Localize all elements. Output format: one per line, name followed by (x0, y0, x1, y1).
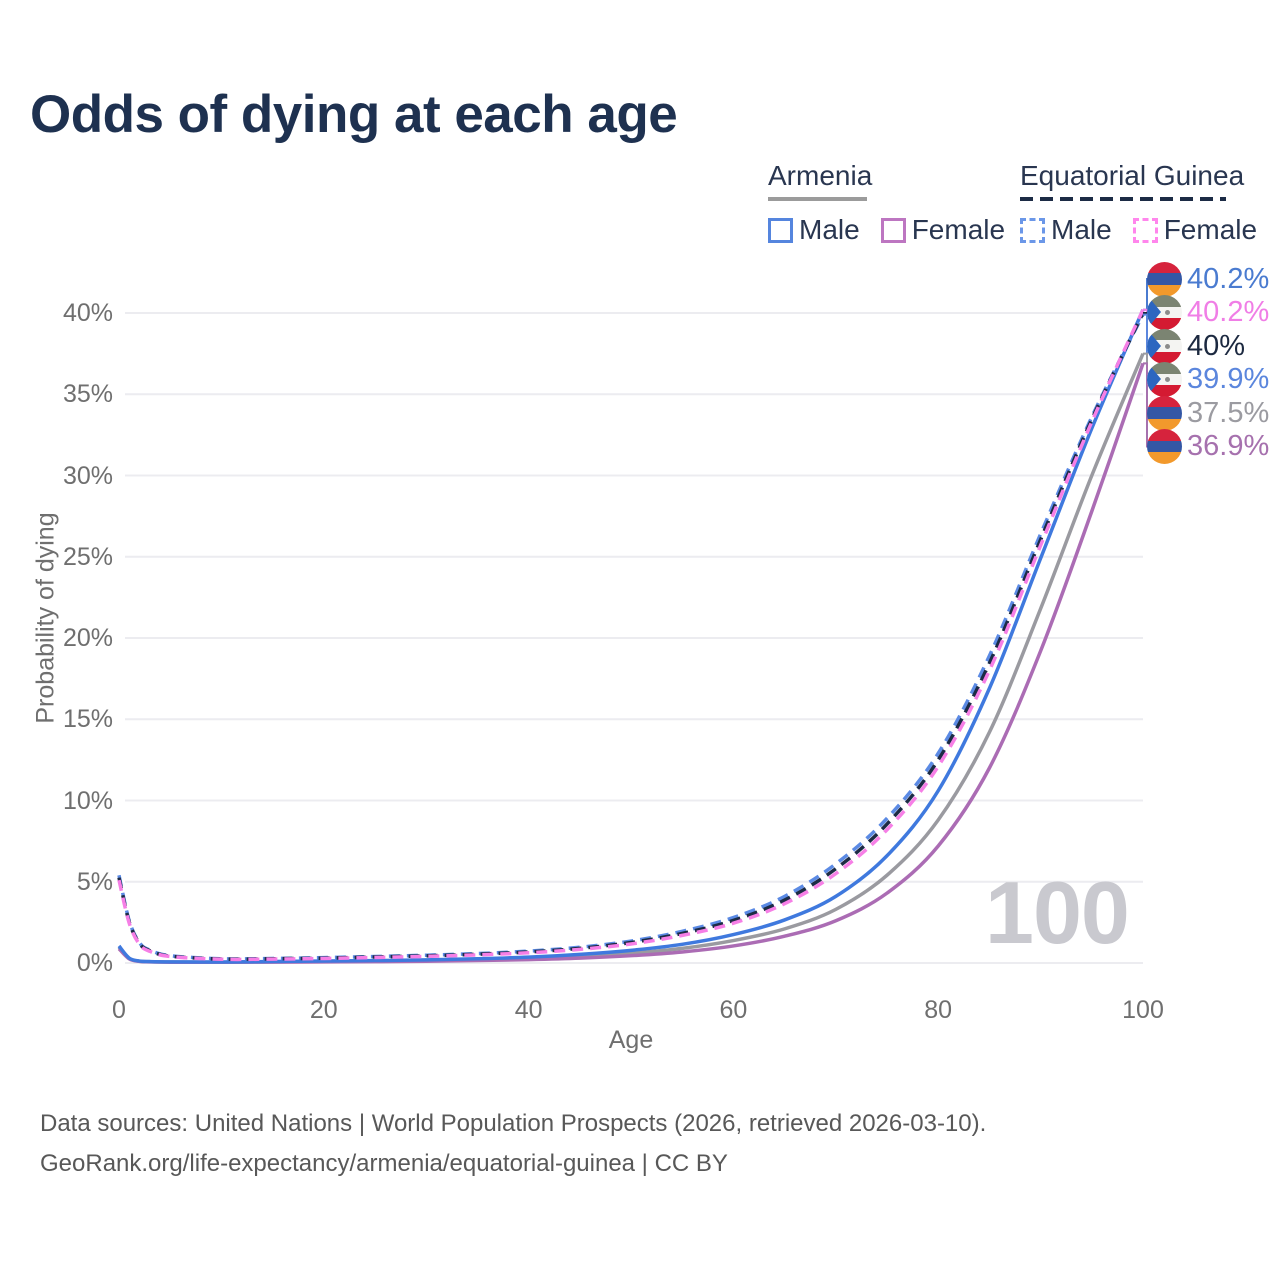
y-tick-label: 30% (62, 461, 113, 490)
y-tick-label: 0% (76, 949, 113, 977)
end-label-row-equatorial-guinea-male: 39.9% (1147, 362, 1269, 398)
flag-icon-equatorial-guinea (1147, 295, 1182, 330)
legend-label-armenia-female[interactable]: Female (911, 214, 1006, 245)
end-label-row-equatorial-guinea-female: 40.2% (1147, 295, 1269, 331)
x-tick-label: 100 (1122, 996, 1164, 1024)
legend-group-equatorial-guinea: Equatorial Guinea Male Female (1020, 160, 1257, 246)
legend-swatch-armenia-male[interactable] (768, 217, 793, 243)
end-label-row-armenia-male: 40.2% (1147, 261, 1269, 297)
y-tick-label: 40% (62, 299, 113, 327)
attribution-line: GeoRank.org/life-expectancy/armenia/equa… (40, 1150, 728, 1177)
x-tick-label: 40 (514, 996, 543, 1024)
y-tick-label: 35% (62, 380, 113, 409)
end-label-value: 37.5% (1187, 396, 1270, 429)
legend-header-armenia[interactable]: Armenia (768, 160, 873, 191)
end-label-value: 36.9% (1187, 430, 1270, 462)
x-tick-label: 60 (719, 996, 748, 1024)
data-sources-line: Data sources: United Nations | World Pop… (40, 1110, 987, 1137)
y-tick-label: 10% (62, 786, 113, 815)
y-tick-label: 15% (62, 705, 113, 734)
legend-underline-equatorial-guinea-dashed (1020, 197, 1226, 201)
y-axis-title: Probability of dying (31, 512, 60, 724)
end-label-row-equatorial-guinea-both-sexes: 40% (1147, 328, 1245, 364)
legend-swatch-armenia-female[interactable] (880, 217, 906, 243)
end-label-value: 40.2% (1187, 296, 1270, 328)
end-label-row-armenia-female: 36.9% (1147, 429, 1269, 465)
legend-underline-armenia-solid (768, 197, 867, 201)
legend-label-armenia-male[interactable]: Male (799, 214, 860, 245)
legend-swatch-equatorial-guinea-female[interactable] (1132, 217, 1158, 243)
y-tick-label: 5% (76, 867, 113, 896)
end-label-value: 40% (1187, 329, 1246, 362)
flag-icon-armenia (1147, 395, 1182, 431)
legend-header-equatorial-guinea[interactable]: Equatorial Guinea (1020, 160, 1245, 191)
flag-icon-equatorial-guinea (1147, 362, 1182, 397)
series-line-equatorial-guinea-female (117, 309, 1145, 962)
flag-icon-armenia (1147, 261, 1182, 297)
y-tick-label: 20% (62, 624, 113, 652)
x-tick-label: 0 (112, 996, 126, 1024)
legend-label-equatorial-guinea-female[interactable]: Female (1163, 214, 1258, 245)
series-line-armenia-male (117, 309, 1145, 964)
x-axis-title: Age (608, 1026, 654, 1054)
flag-icon-armenia (1147, 429, 1182, 464)
age-watermark: 100 (985, 863, 1130, 962)
legend-swatch-equatorial-guinea-male[interactable] (1020, 217, 1045, 243)
end-label-value: 40.2% (1187, 262, 1270, 295)
end-label-value: 39.9% (1187, 363, 1270, 395)
y-tick-label: 25% (62, 542, 113, 571)
page-title: Odds of dying at each age (30, 85, 678, 144)
x-tick-label: 80 (924, 996, 953, 1024)
x-tick-label: 20 (309, 996, 338, 1024)
legend-group-armenia: Armenia Male Female (768, 160, 1005, 246)
flag-icon-equatorial-guinea (1147, 328, 1182, 364)
footer: Data sources: United Nations | World Pop… (40, 1104, 986, 1184)
end-label-row-armenia-both-sexes: 37.5% (1147, 395, 1269, 431)
legend-label-equatorial-guinea-male[interactable]: Male (1051, 214, 1112, 245)
